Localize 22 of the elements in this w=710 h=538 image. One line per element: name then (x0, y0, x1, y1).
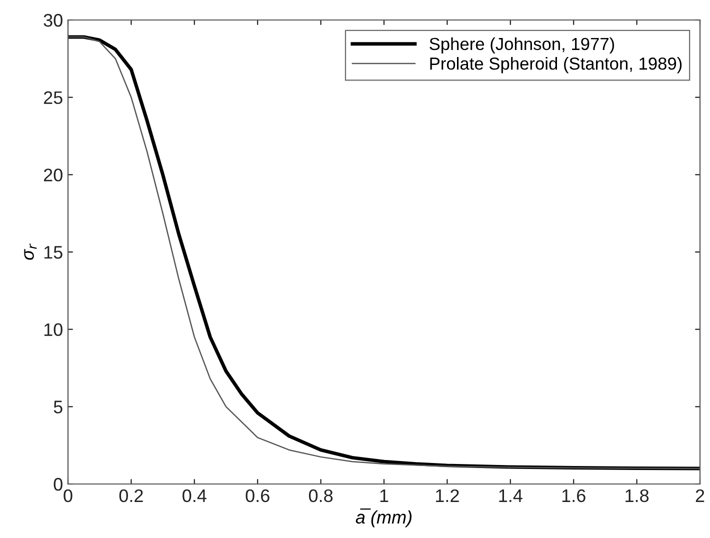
legend-label: Sphere (Johnson, 1977) (430, 37, 614, 54)
y-axis-title: σ$_{r}$ (24, 243, 37, 260)
x-tick-label: 0.8 (308, 489, 333, 502)
y-tick-label: 30 (44, 14, 62, 27)
legend-label: Prolate Spheroid (Stanton, 1989) (430, 57, 682, 74)
x-tick-label: 1.4 (499, 490, 522, 502)
x-axis-title: a̅ (mm) (356, 508, 412, 528)
x-tick-label: 0.4 (182, 489, 206, 502)
x-tick-label: 1 (380, 490, 388, 502)
x-tick-label: 0.6 (246, 489, 270, 502)
x-tick-label: 2 (696, 489, 704, 502)
x-tick-label: 1.2 (436, 489, 459, 502)
x-tick-label: 1.6 (562, 489, 586, 502)
x-tick-label: 1.8 (626, 489, 649, 502)
y-tick-label: 20 (44, 168, 62, 182)
y-tick-label: 25 (44, 91, 62, 104)
y-tick-label: 0 (54, 478, 62, 491)
y-tick-label: 10 (44, 323, 62, 336)
x-tick-label: 0.2 (119, 489, 143, 502)
y-tick-label: 5 (54, 400, 62, 414)
x-tick-label: 0 (64, 489, 72, 502)
y-tick-label: 15 (44, 246, 62, 259)
